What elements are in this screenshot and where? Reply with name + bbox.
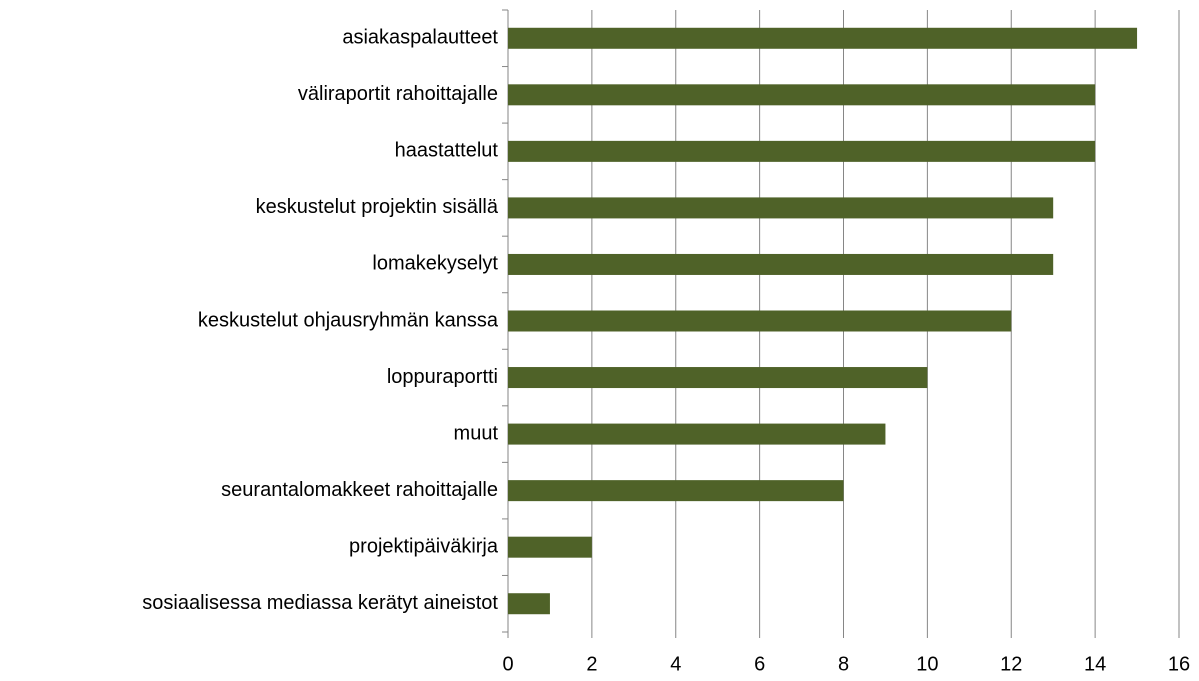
x-tick-label: 8 xyxy=(838,653,849,675)
y-tick-label: asiakaspalautteet xyxy=(342,27,498,49)
x-tick-label: 4 xyxy=(670,653,681,675)
y-tick-label: muut xyxy=(454,422,499,444)
bar xyxy=(508,593,550,615)
bar xyxy=(508,84,1096,106)
bar xyxy=(508,27,1138,49)
x-tick-label: 16 xyxy=(1168,653,1190,675)
bar xyxy=(508,423,886,445)
x-tick-label: 12 xyxy=(1000,653,1022,675)
x-tick-label: 6 xyxy=(754,653,765,675)
bar xyxy=(508,310,1012,332)
bar xyxy=(508,253,1054,275)
bar xyxy=(508,197,1054,219)
y-tick-label: keskustelut projektin sisällä xyxy=(256,196,499,218)
y-tick-label: loppuraportti xyxy=(387,366,498,388)
y-tick-label: haastattelut xyxy=(395,140,499,162)
y-tick-label: sosiaalisessa mediassa kerätyt aineistot xyxy=(142,592,498,614)
y-tick-label: väliraportit rahoittajalle xyxy=(298,83,498,105)
x-tick-label: 0 xyxy=(502,653,513,675)
y-tick-label: projektipäiväkirja xyxy=(349,535,499,557)
y-tick-label: seurantalomakkeet rahoittajalle xyxy=(221,479,498,501)
y-tick-label: keskustelut ohjausryhmän kanssa xyxy=(198,309,499,331)
x-tick-label: 14 xyxy=(1084,653,1106,675)
y-tick-label: lomakekyselyt xyxy=(372,253,498,275)
bar xyxy=(508,367,928,389)
bar xyxy=(508,536,592,558)
x-tick-label: 10 xyxy=(916,653,938,675)
x-tick-label: 2 xyxy=(586,653,597,675)
bar xyxy=(508,480,844,502)
bar xyxy=(508,140,1096,162)
